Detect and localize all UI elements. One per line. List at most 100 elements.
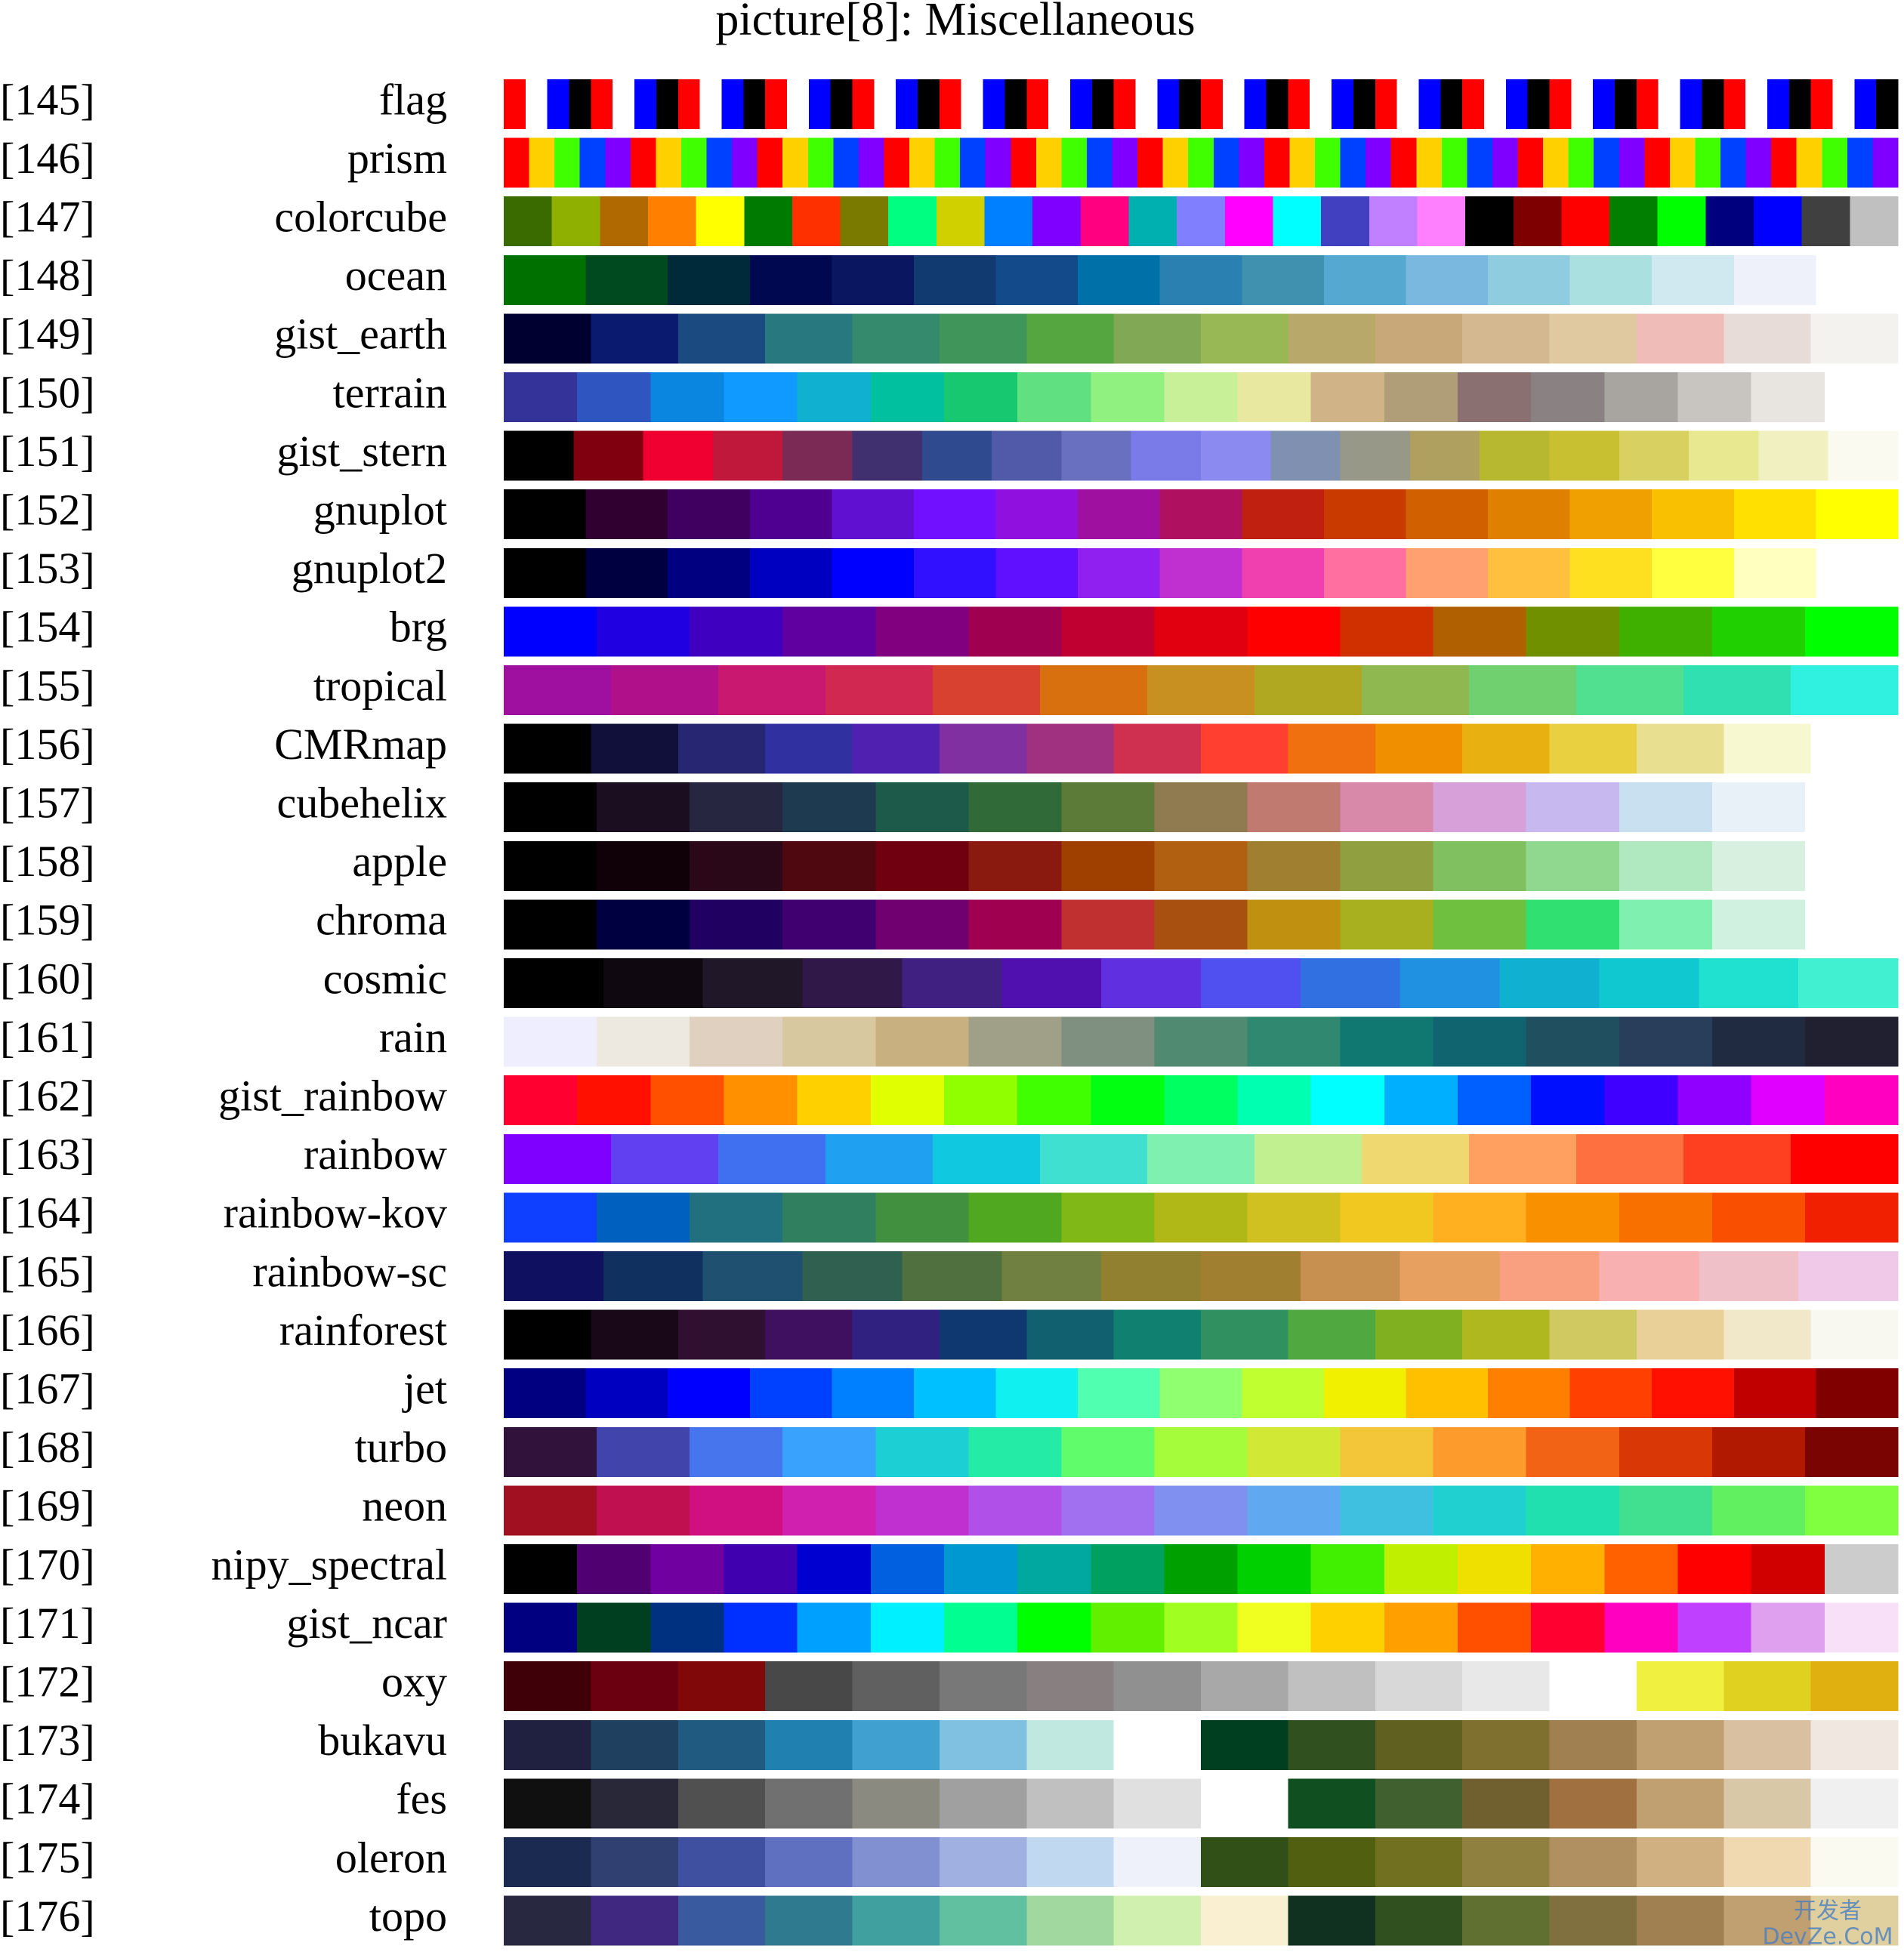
color-segment (1048, 79, 1071, 129)
color-segment (1652, 547, 1735, 598)
color-segment (782, 1485, 876, 1536)
color-segment (1751, 1544, 1825, 1594)
color-segment (1677, 1075, 1752, 1126)
color-segment (797, 1544, 872, 1594)
color-segment (1526, 606, 1620, 657)
color-segment (782, 137, 809, 188)
color-segment (1288, 1778, 1376, 1829)
color-segment (1462, 1719, 1551, 1770)
color-segment (1604, 1075, 1679, 1126)
color-segment (1604, 372, 1679, 422)
color-segment (668, 254, 751, 305)
color-segment (1061, 137, 1088, 188)
colormap-name: terrain (333, 368, 447, 417)
colormap-name: gist_earth (274, 310, 447, 359)
color-segment (943, 372, 1018, 422)
color-segment (1289, 137, 1316, 188)
color-segment (1154, 899, 1248, 950)
color-segment (1032, 196, 1082, 247)
colormap-name: neon (362, 1482, 447, 1531)
color-segment (1619, 782, 1713, 833)
color-segment (1340, 1485, 1434, 1536)
color-segment (913, 254, 997, 305)
color-segment (1396, 79, 1420, 129)
color-segment (1723, 1309, 1812, 1360)
color-segment (591, 1778, 679, 1829)
color-segment (1810, 1895, 1899, 1946)
color-segment (1433, 1485, 1527, 1536)
color-segment (1705, 196, 1754, 247)
color-segment (749, 1368, 832, 1419)
color-segment (690, 782, 783, 833)
color-segment (985, 137, 1011, 188)
color-segment (712, 430, 783, 481)
color-segment (1375, 1719, 1463, 1770)
colormap-name: oxy (381, 1657, 447, 1707)
color-segment (1340, 899, 1434, 950)
color-segment (1513, 196, 1563, 247)
colormap-name: CMRmap (274, 720, 447, 769)
color-segment (1406, 547, 1489, 598)
color-segment (1323, 547, 1407, 598)
color-segment (1288, 79, 1310, 129)
color-segment (870, 372, 945, 422)
color-segment (1462, 723, 1551, 774)
colormap-name: prism (347, 134, 447, 183)
color-segment (1323, 489, 1407, 540)
color-segment (782, 899, 876, 950)
color-segment (875, 606, 969, 657)
color-segment (591, 1719, 679, 1770)
color-segment (1113, 1837, 1202, 1887)
color-segment (702, 958, 804, 1008)
color-segment (832, 1368, 915, 1419)
color-segment (765, 79, 788, 129)
color-segment (1488, 254, 1571, 305)
color-segment (1061, 1485, 1156, 1536)
color-segment (1527, 79, 1551, 129)
color-segment (808, 79, 832, 129)
row-index: [156] (0, 720, 95, 769)
row-index: [169] (0, 1482, 95, 1531)
color-segment (1222, 79, 1245, 129)
color-segment (504, 782, 597, 833)
color-segment (650, 372, 725, 422)
color-segment (1458, 1602, 1532, 1653)
color-segment (1569, 489, 1652, 540)
color-segment (1399, 1251, 1501, 1301)
colormap-name: gnuplot2 (292, 544, 447, 593)
color-segment (1340, 1192, 1434, 1243)
color-segment (852, 313, 940, 364)
color-segment (1353, 79, 1376, 129)
color-segment (1619, 1485, 1713, 1536)
color-segment (1872, 137, 1899, 188)
color-segment (936, 196, 986, 247)
color-segment (1406, 489, 1489, 540)
color-segment (1288, 1661, 1376, 1712)
color-segment (1017, 372, 1091, 422)
color-segment (995, 489, 1079, 540)
color-segment (1593, 79, 1615, 129)
color-segment (1549, 1778, 1637, 1829)
color-segment (1237, 372, 1312, 422)
color-segment (1751, 372, 1825, 422)
color-segment (1384, 1075, 1458, 1126)
color-segment (611, 1133, 719, 1184)
color-segment (504, 372, 578, 422)
color-segment (1131, 430, 1202, 481)
color-segment (1828, 430, 1899, 481)
color-segment (852, 1778, 940, 1829)
color-segment (918, 79, 940, 129)
color-segment (1569, 254, 1652, 305)
color-segment (1061, 840, 1156, 891)
color-segment (1636, 313, 1724, 364)
color-segment (782, 430, 853, 481)
color-segment (1816, 254, 1899, 305)
color-segment (782, 782, 876, 833)
color-segment (597, 782, 690, 833)
color-segment (1288, 1309, 1376, 1360)
color-segment (1061, 899, 1156, 950)
color-segment (1375, 1778, 1463, 1829)
row-index: [161] (0, 1013, 95, 1062)
color-segment (585, 254, 668, 305)
